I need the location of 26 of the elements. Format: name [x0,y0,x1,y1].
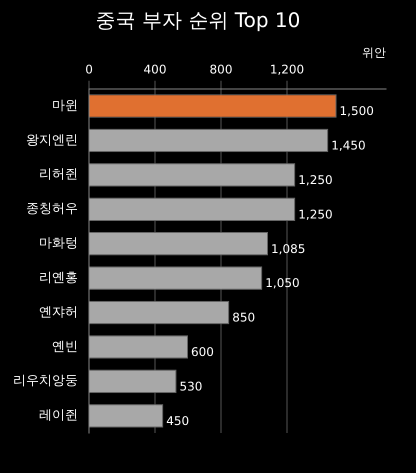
y-tick-label: 리옌홍 [39,270,78,286]
data-label: 1,250 [298,207,333,222]
y-tick-label: 마윈 [52,98,78,114]
y-tick-label: 왕지엔린 [26,132,78,148]
y-tick-label: 레이쥔 [39,408,78,424]
data-label: 1,050 [265,276,300,290]
y-tick-label: 옌쟈허 [39,304,78,320]
chart-title: 중국 부자 순위 Top 10 [96,8,300,32]
x-tick-label: 400 [144,62,166,77]
data-label: 530 [179,379,202,394]
data-label: 1,250 [298,172,333,187]
x-axis-title: 위안 [362,45,386,60]
data-label: 850 [232,310,256,325]
y-tick-label: 옌빈 [52,339,78,354]
x-tick-label: 800 [210,62,232,77]
data-label: 450 [166,414,190,428]
data-label: 1,085 [271,242,306,256]
x-tick-label: 0 [85,62,93,77]
y-tick-label: 리우치앙둥 [13,374,78,389]
y-tick-label: 마화텅 [39,236,78,252]
data-label: 1,450 [331,138,366,153]
y-tick-label: 종칭허우 [26,202,78,217]
data-label: 600 [191,345,214,360]
x-tick-label: 1,200 [270,62,304,77]
y-tick-label: 리허쥔 [39,167,78,182]
data-label: 1,500 [340,104,374,118]
